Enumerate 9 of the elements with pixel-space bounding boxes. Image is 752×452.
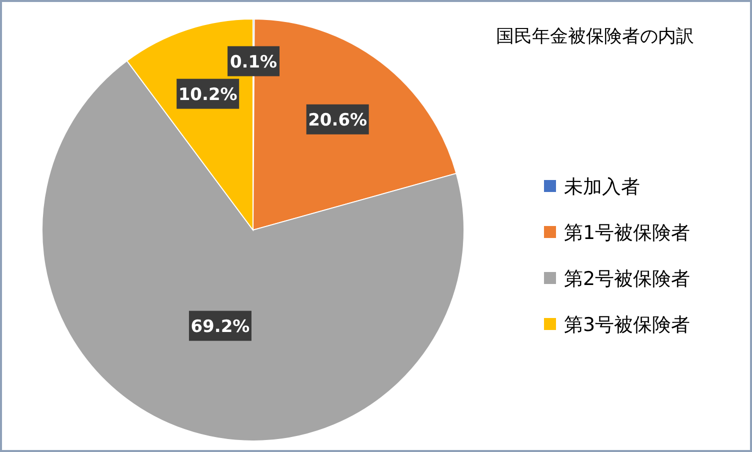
legend-label: 第3号被保険者 [564, 314, 690, 336]
legend-label: 第1号被保険者 [564, 222, 690, 244]
legend-label: 未加入者 [564, 176, 640, 198]
chart-title: 国民年金被保険者の内訳 [496, 26, 694, 47]
legend-label: 第2号被保険者 [564, 268, 690, 290]
data-label: 20.6% [308, 110, 368, 130]
data-label: 0.1% [230, 52, 278, 72]
data-label: 10.2% [178, 84, 238, 105]
data-label: 69.2% [190, 316, 250, 337]
